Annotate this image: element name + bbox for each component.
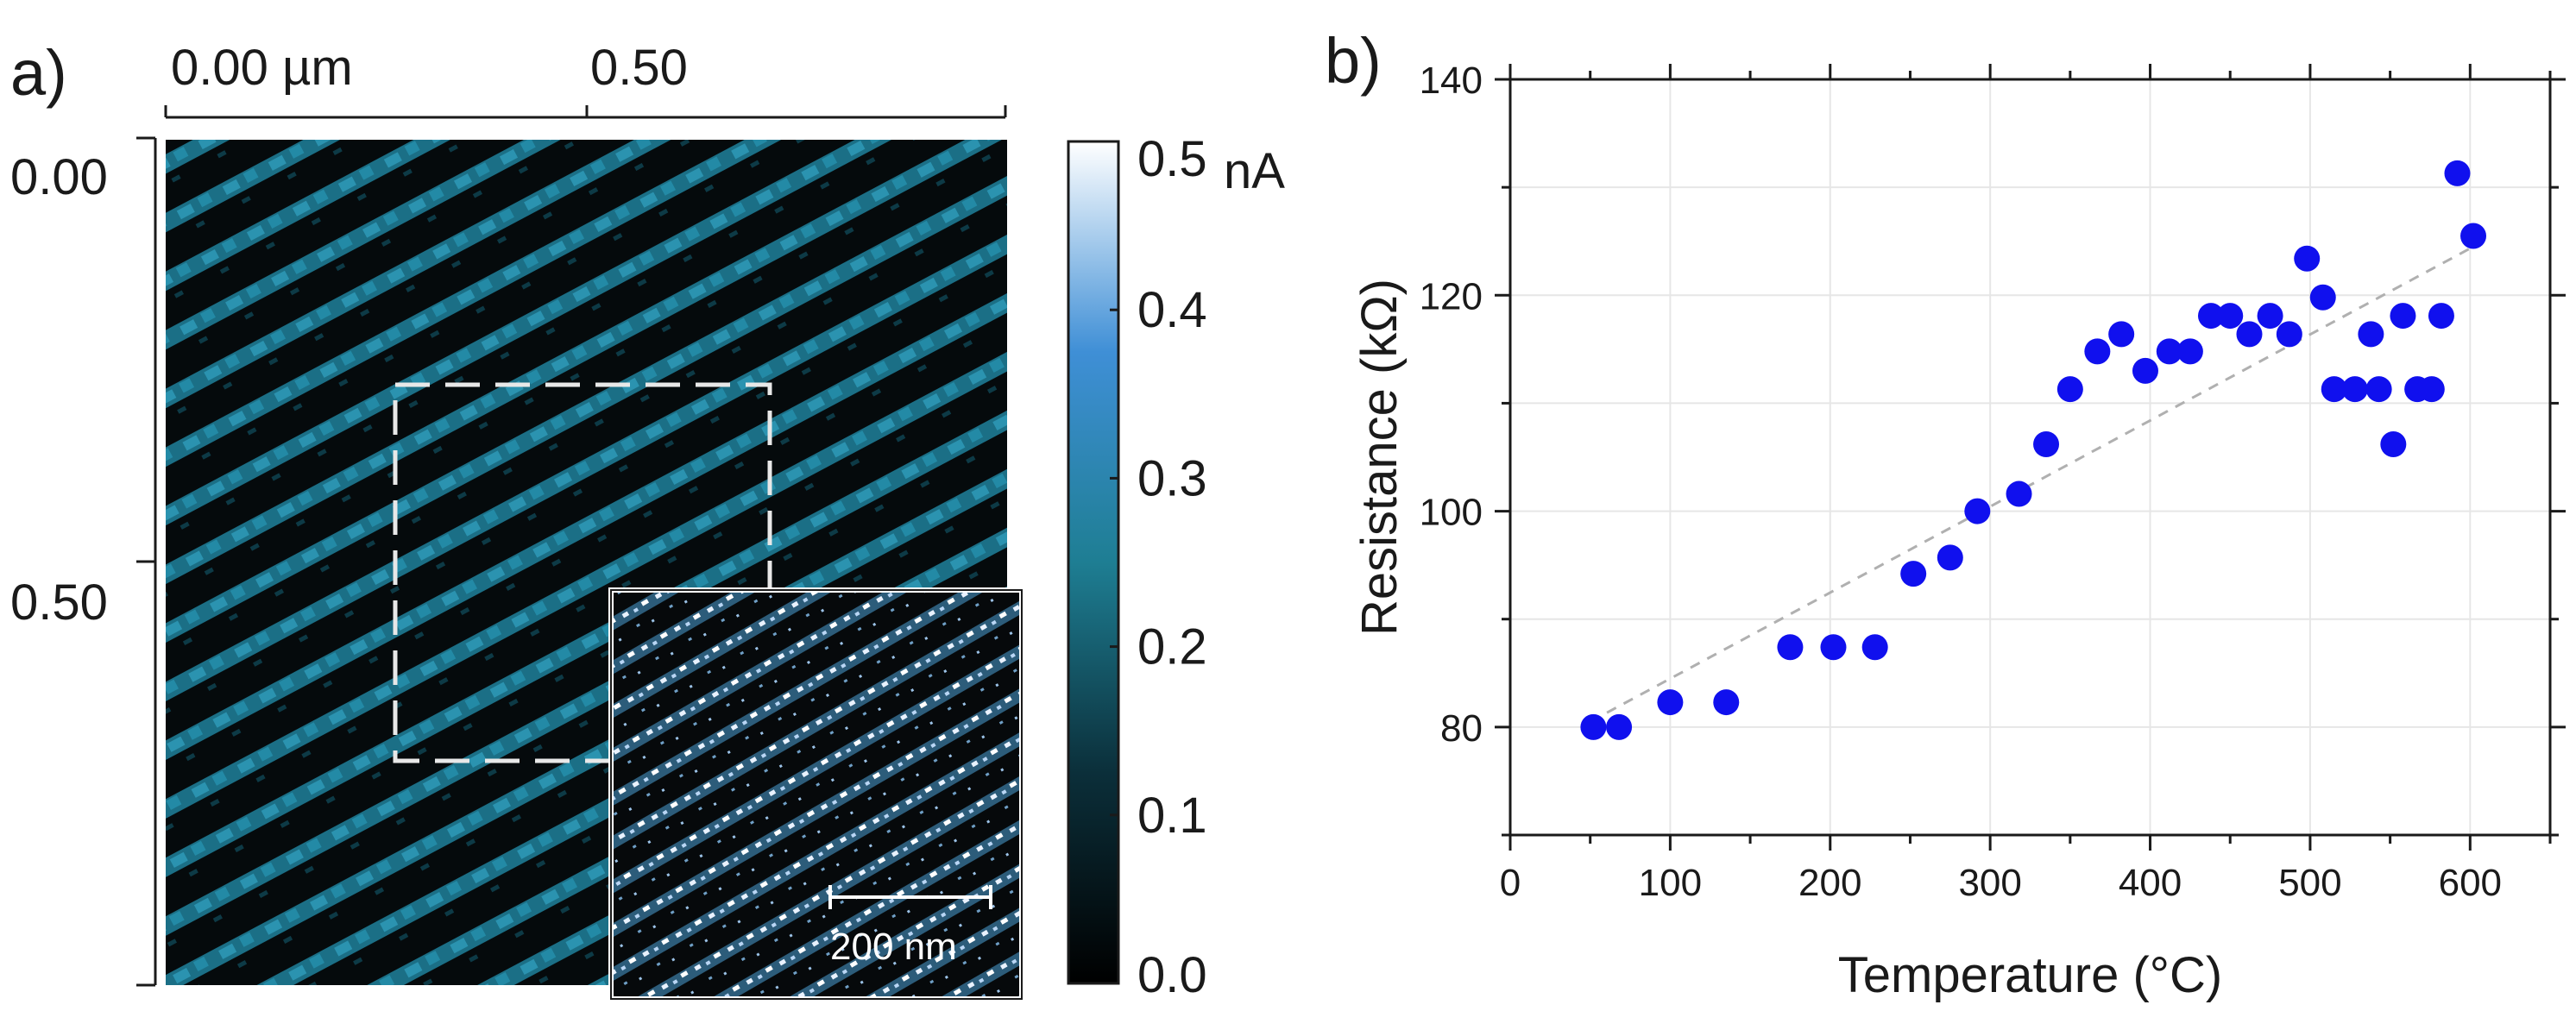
data-points bbox=[1580, 160, 2487, 740]
panel-a-afm-map: a) 0.00 µm 0.50 0.00 0.50 200 nm 0.50.40… bbox=[10, 37, 1285, 1003]
x-tick-label: 600 bbox=[2439, 862, 2502, 904]
inset-scale-bar-label: 200 nm bbox=[830, 926, 957, 968]
plot-grid bbox=[1509, 79, 2550, 835]
data-point bbox=[2236, 321, 2263, 348]
data-point bbox=[1861, 634, 1888, 661]
inset-image bbox=[608, 587, 1024, 1002]
colorbar-tick-label: 0.1 bbox=[1137, 788, 1207, 844]
panel-a-y-tick-label-1: 0.50 bbox=[10, 575, 108, 631]
x-tick-label: 0 bbox=[1500, 862, 1521, 904]
data-point bbox=[1937, 544, 1963, 571]
data-point bbox=[2358, 321, 2384, 348]
panel-a-y-tick-label-0: 0.00 bbox=[10, 149, 108, 205]
data-point bbox=[2132, 357, 2158, 384]
data-point bbox=[2294, 245, 2321, 272]
data-point bbox=[2460, 223, 2487, 249]
y-tick-label: 80 bbox=[1440, 707, 1483, 750]
colorbar-tick-label: 0.4 bbox=[1137, 282, 1207, 338]
y-tick-label: 120 bbox=[1420, 275, 1483, 317]
colorbar-gradient bbox=[1067, 140, 1120, 985]
data-point bbox=[2321, 376, 2347, 403]
data-point bbox=[2084, 338, 2111, 365]
data-point bbox=[1657, 689, 1684, 716]
y-tick-label: 100 bbox=[1420, 492, 1483, 534]
colorbar-unit: nA bbox=[1224, 143, 1285, 199]
x-tick-label: 400 bbox=[2119, 862, 2182, 904]
data-point bbox=[2156, 338, 2182, 365]
x-tick-label: 100 bbox=[1639, 862, 1702, 904]
data-point bbox=[2257, 303, 2283, 330]
panel-a-label: a) bbox=[10, 37, 67, 109]
data-point bbox=[2309, 284, 2336, 311]
data-point bbox=[1777, 634, 1804, 661]
colorbar-tick-label: 0.0 bbox=[1137, 947, 1207, 1003]
panel-a-x-tick-label-1: 0.50 bbox=[590, 40, 688, 96]
data-point bbox=[2006, 480, 2032, 507]
colorbar-tick-label: 0.2 bbox=[1137, 619, 1207, 675]
data-point bbox=[2276, 321, 2302, 348]
inset-frame bbox=[610, 589, 1023, 1000]
panel-b-resistance-chart: b) 0 100 200 300 400 500 600 80 100 120 140 Temper… bbox=[1325, 25, 2566, 1003]
data-point bbox=[2217, 303, 2244, 330]
data-point bbox=[2197, 303, 2224, 330]
colorbar-tick-label: 0.3 bbox=[1137, 450, 1207, 506]
data-point bbox=[2033, 430, 2060, 457]
plot-frame bbox=[1508, 78, 2552, 837]
colorbar: 0.5 0.4 0.3 0.2 0.1 0.0 nA bbox=[1067, 131, 1285, 1003]
data-point bbox=[2428, 303, 2454, 330]
trend-line bbox=[1589, 245, 2474, 723]
data-point bbox=[1820, 634, 1847, 661]
data-point bbox=[2365, 376, 2392, 403]
data-point bbox=[1606, 713, 1633, 740]
zoom-region-box bbox=[393, 382, 772, 763]
x-tick-label: 300 bbox=[1958, 862, 2021, 904]
colorbar-ticks: 0.5 0.4 0.3 0.2 0.1 0.0 bbox=[1110, 131, 1207, 1003]
y-tick-label: 140 bbox=[1420, 60, 1483, 102]
x-axis-title: Temperature (°C) bbox=[1838, 947, 2222, 1003]
data-point bbox=[2444, 160, 2471, 186]
data-point bbox=[1900, 561, 1927, 587]
data-point bbox=[1580, 713, 1607, 740]
colorbar-tick-label: 0.5 bbox=[1137, 131, 1207, 187]
data-point bbox=[2341, 376, 2368, 403]
data-point bbox=[1964, 498, 1991, 524]
data-point bbox=[2056, 376, 2083, 403]
x-tick-label: 200 bbox=[1798, 862, 1861, 904]
panel-a-x-tick-label-0: 0.00 µm bbox=[171, 40, 353, 96]
x-tick-label: 500 bbox=[2278, 862, 2341, 904]
data-point bbox=[2390, 303, 2416, 330]
y-axis-title: Resistance (kΩ) bbox=[1351, 279, 1408, 636]
data-point bbox=[2380, 430, 2407, 457]
data-point bbox=[2176, 338, 2203, 365]
data-point bbox=[2108, 321, 2135, 348]
data-point bbox=[2418, 376, 2445, 403]
panel-b-label: b) bbox=[1325, 25, 1382, 97]
axis-ticks: 0 100 200 300 400 500 600 80 100 120 140 bbox=[1420, 60, 2566, 904]
data-point bbox=[1713, 689, 1740, 716]
